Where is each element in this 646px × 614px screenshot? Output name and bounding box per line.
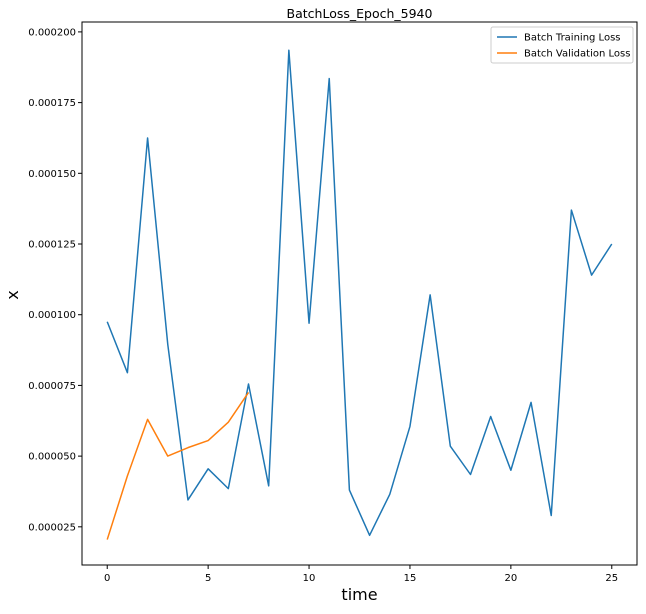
x-axis: 0 5 10 15 20 25: [104, 565, 618, 584]
y-tick-label: 0.000100: [28, 310, 76, 321]
legend-box: [490, 26, 634, 64]
series-line-batch-training-loss: [106, 49, 613, 537]
legend-label: Batch Validation Loss: [524, 49, 630, 60]
legend-label: Batch Training Loss: [524, 33, 621, 44]
x-tick-label: 10: [303, 573, 316, 584]
x-tick-label: 0: [104, 573, 110, 584]
chart-title: BatchLoss_Epoch_5940: [287, 6, 433, 21]
y-tick-label: 0.000050: [28, 452, 76, 463]
x-tick-label: 5: [205, 573, 211, 584]
legend: Batch Training Loss Batch Validation Loss: [490, 26, 634, 64]
series-line-batch-validation-loss: [106, 392, 250, 540]
y-tick-label: 0.000175: [28, 98, 76, 109]
y-tick-label: 0.000125: [28, 240, 76, 251]
series-layer: [106, 49, 613, 540]
y-axis: 0.000025 0.000050 0.000075 0.000100 0.000125…: [28, 27, 82, 533]
plot-frame: [81, 21, 638, 566]
y-tick-label: 0.000150: [28, 169, 76, 180]
x-tick-label: 25: [605, 573, 618, 584]
x-axis-label: time: [341, 585, 377, 604]
x-tick-label: 15: [404, 573, 417, 584]
y-tick-label: 0.000075: [28, 381, 76, 392]
y-tick-label: 0.000025: [28, 522, 76, 533]
y-axis-label: x: [3, 290, 22, 299]
x-tick-label: 20: [504, 573, 517, 584]
y-tick-label: 0.000200: [28, 27, 76, 38]
